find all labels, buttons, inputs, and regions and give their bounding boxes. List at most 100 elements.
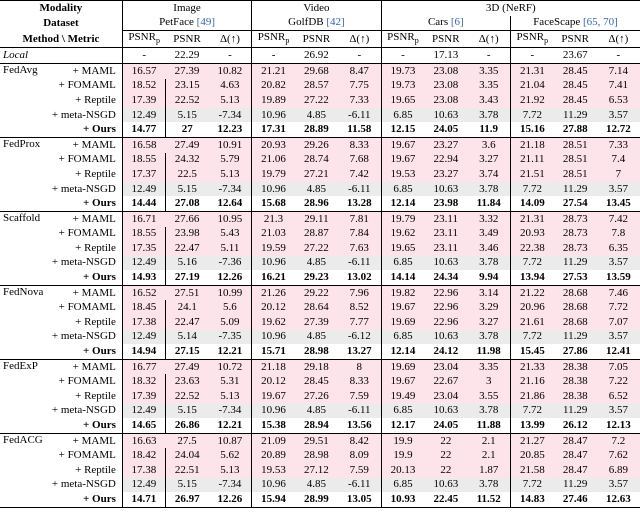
value-cell: 10.63 (424, 329, 468, 345)
method-name: + meta-NSGD (51, 182, 116, 195)
value-cell: 13.59 (606, 271, 631, 284)
value-cell: -7.35 (208, 329, 252, 345)
value-cell: 11.29 (553, 477, 597, 493)
value-cell: 21.31 (509, 63, 554, 79)
value-cell: 3.27 (467, 152, 511, 168)
value-cell: 5.14 (165, 329, 209, 345)
value-cell: 21.03 (251, 226, 295, 242)
value-cell: 5.31 (208, 374, 252, 390)
value-cell: 14.14 (380, 270, 425, 286)
value-cell: 11.29 (553, 181, 597, 197)
value-cell: 10.99 (208, 285, 252, 301)
method-name: + FOMAML (58, 375, 116, 388)
modality-label: Modality (0, 0, 123, 16)
method-row: + meta-NSGD 12.49 5.15 -7.34 10.96 4.85 -6.11 6… (0, 403, 640, 419)
value-cell: 26.86 (174, 419, 200, 432)
value-cell: 10.63 (424, 403, 468, 419)
method-name: + Ours (83, 492, 116, 505)
value-cell: 16.21 (251, 270, 295, 286)
value-cell: 21.31 (509, 211, 554, 227)
value-cell: 24.05 (433, 123, 459, 136)
citation: [6] (450, 16, 464, 29)
value-cell: 13.56 (346, 419, 372, 432)
value-cell: 16.63 (121, 433, 166, 449)
value-cell: 19.65 (380, 241, 425, 256)
value-cell: 11.29 (553, 107, 597, 123)
value-cell: 29.18 (294, 359, 338, 375)
method-row: + Ours 14.65 26.86 12.21 15.38 28.94 13.56 12.1… (0, 418, 640, 434)
value-cell: 19.9 (380, 448, 425, 463)
value-cell: 3.78 (467, 255, 511, 271)
value-cell: 19.79 (380, 211, 425, 227)
value-cell: 23.11 (424, 226, 468, 242)
dataset-name: GolfDB (288, 16, 324, 29)
value-cell: 22.52 (165, 93, 209, 108)
value-cell: 28.38 (553, 359, 597, 375)
value-cell: 6.85 (380, 107, 425, 123)
value-cell: 22 (424, 463, 468, 478)
value-cell: 8.42 (337, 433, 382, 449)
value-cell: 27.21 (294, 167, 338, 182)
value-cell: 5.15 (165, 477, 209, 493)
method-row: + meta-NSGD 12.49 5.15 -7.34 10.96 4.85 -6.11 6… (0, 181, 640, 197)
value-cell: 5.15 (165, 107, 209, 123)
metric-header: PSNR (165, 31, 208, 48)
value-cell: 3.6 (467, 137, 511, 153)
metric-name: PSNR (516, 31, 545, 44)
value-cell: 12.14 (380, 196, 425, 212)
value-cell: 19.9 (380, 433, 425, 449)
value-cell: 17.37 (121, 167, 166, 182)
value-cell: 28.96 (304, 197, 329, 210)
value-cell: 23.63 (165, 374, 209, 390)
value-cell: 19.67 (251, 389, 295, 404)
method-name: + Ours (83, 345, 116, 358)
value-cell: 28.99 (304, 492, 329, 505)
method-row: + meta-NSGD 12.49 5.15 -7.34 10.96 4.85 -6.11 6… (0, 477, 640, 493)
value-cell: 12.26 (217, 492, 243, 505)
value-cell: 23.27 (424, 137, 468, 153)
value-cell: 5.15 (165, 181, 209, 197)
method-row: + Reptile 17.38 22.47 5.09 19.62 27.39 7.77 19.… (0, 315, 640, 330)
value-cell: 23.27 (424, 167, 468, 182)
value-cell: 5.43 (208, 226, 252, 242)
value-cell: 13.99 (509, 418, 554, 434)
value-cell: 28.73 (553, 211, 597, 227)
metric-name: Δ(↑) (219, 32, 240, 45)
value-cell: 10.63 (424, 181, 468, 197)
value-cell: 28.74 (294, 152, 338, 168)
value-cell: 7 (596, 167, 640, 182)
value-cell: 10.63 (424, 255, 468, 271)
value-cell: 7.22 (596, 374, 640, 390)
method-row: + FOMAML 18.45 24.1 5.6 20.12 28.64 8.52 19.67 2… (0, 300, 640, 316)
value-cell: 20.13 (380, 463, 425, 478)
value-cell: 22.96 (424, 285, 468, 301)
value-cell: 28.51 (553, 152, 597, 168)
value-cell: 28.89 (304, 123, 329, 136)
value-cell: 5.16 (165, 255, 209, 271)
value-cell: 12.63 (606, 492, 631, 505)
value-cell: 19.67 (380, 137, 425, 153)
value-cell: - (228, 49, 232, 62)
value-cell: 7.8 (596, 226, 640, 242)
value-cell: 12.17 (380, 418, 425, 434)
value-cell: 20.96 (509, 300, 554, 316)
metric-name: Δ(↑) (478, 32, 499, 45)
value-cell: 10.96 (251, 477, 295, 493)
value-cell: 12.49 (121, 107, 166, 123)
method-name: + meta-NSGD (51, 478, 116, 491)
value-cell: 3.57 (596, 329, 640, 345)
value-cell: 7.59 (337, 463, 382, 478)
value-cell: 27.51 (165, 285, 209, 301)
dataset: Cars [6] (380, 15, 511, 32)
value-cell: 3 (467, 374, 511, 390)
value-cell: 18.32 (121, 374, 166, 390)
value-cell: 14.77 (121, 122, 166, 138)
method-name: + Reptile (75, 389, 116, 402)
value-cell: 19.69 (380, 359, 425, 375)
value-cell: 4.85 (294, 403, 338, 419)
value-cell: 12.14 (380, 344, 425, 360)
value-cell: 23.98 (433, 197, 459, 210)
value-cell: 7.72 (509, 255, 554, 271)
value-cell: 10.72 (208, 359, 252, 375)
value-cell: 5.15 (165, 403, 209, 419)
